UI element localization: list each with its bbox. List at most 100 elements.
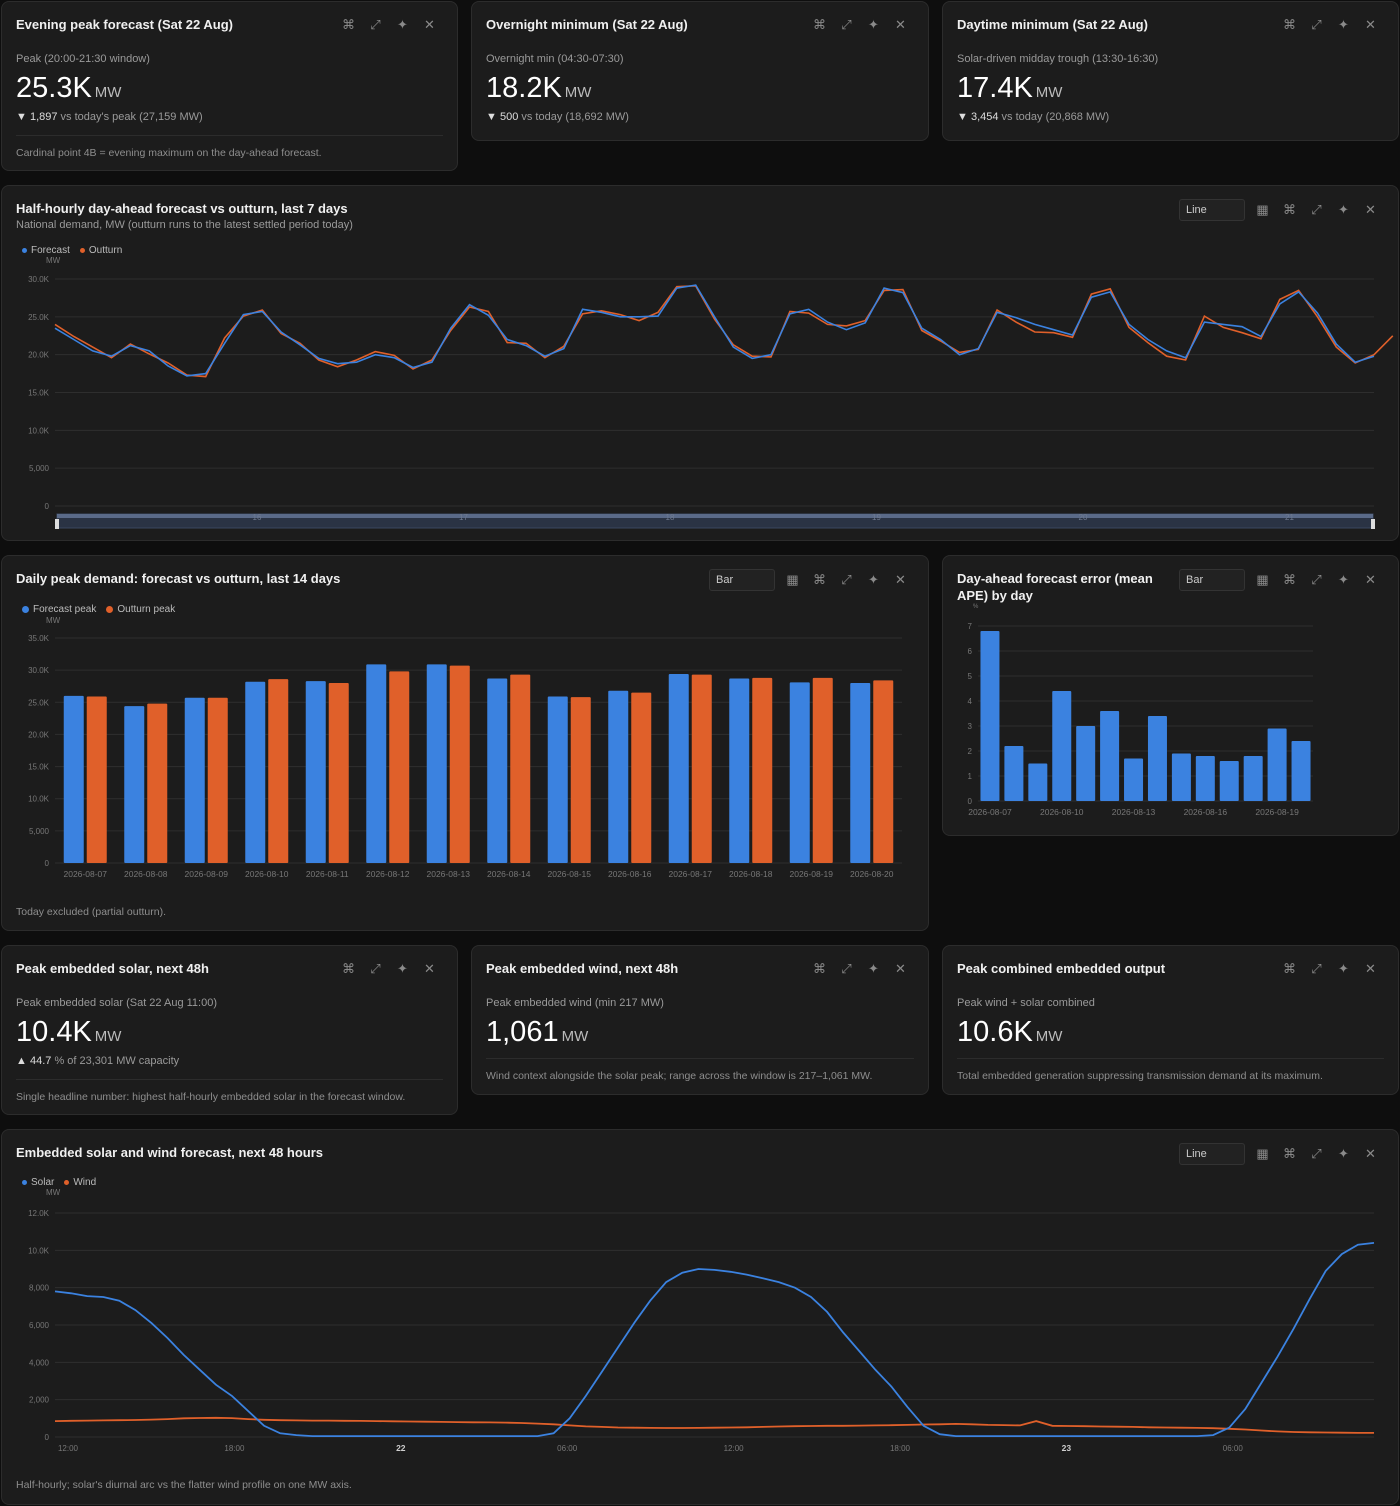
expand-icon[interactable]: ⤢ (1311, 572, 1322, 587)
bar-ape (1291, 741, 1311, 801)
chart-type-select[interactable]: Bar (709, 569, 775, 591)
shortcut-icon[interactable]: ⌘ (1283, 961, 1296, 976)
sparkle-icon[interactable]: ✦ (868, 961, 879, 976)
close-icon[interactable]: ✕ (424, 17, 435, 32)
close-icon[interactable]: ✕ (1365, 572, 1376, 587)
close-icon[interactable]: ✕ (895, 572, 906, 587)
close-icon[interactable]: ✕ (1365, 961, 1376, 976)
y-tick-label: 3 (968, 722, 973, 731)
card-title: Embedded solar and wind forecast, next 4… (16, 1145, 324, 1160)
card-toolbar: ⌘ ⤢ ✦ ✕ (335, 15, 443, 35)
kpi-unit: MW (1035, 1028, 1063, 1045)
shortcut-icon[interactable]: ⌘ (813, 961, 826, 976)
table-icon[interactable]: ▦ (1256, 572, 1269, 587)
chart-type-select[interactable]: Line (1179, 199, 1245, 221)
sparkle-icon[interactable]: ✦ (1338, 961, 1349, 976)
sparkle-icon[interactable]: ✦ (1338, 572, 1349, 587)
table-icon[interactable]: ▦ (1256, 1146, 1269, 1161)
y-tick-label: 0 (45, 859, 50, 868)
bar-outturn (449, 665, 470, 863)
bar-ape (1267, 728, 1287, 801)
x-tick-label: 06:00 (557, 1444, 578, 1453)
expand-icon[interactable]: ⤢ (1311, 1146, 1322, 1161)
legend-item-forecast-peak[interactable]: Forecast peak (22, 604, 96, 615)
card-toolbar: ⌘ ⤢ ✦ ✕ (806, 959, 914, 979)
chart-legend: Forecast Outturn (22, 245, 122, 256)
sparkle-icon[interactable]: ✦ (397, 17, 408, 32)
kpi-label: Peak (20:00-21:30 window) (16, 53, 150, 65)
series-line-solar (54, 1242, 1375, 1437)
x-tick-label: 23 (1062, 1443, 1072, 1453)
y-tick-label: 4,000 (29, 1358, 50, 1367)
table-icon[interactable]: ▦ (1256, 202, 1269, 217)
sparkle-icon[interactable]: ✦ (868, 572, 879, 587)
bar-forecast (547, 696, 568, 863)
x-tick-label: 2026-08-16 (608, 869, 652, 879)
y-tick-label: 25.0K (28, 698, 50, 707)
x-tick-label: 2026-08-15 (548, 869, 592, 879)
expand-icon[interactable]: ⤢ (841, 572, 852, 587)
bar-forecast (668, 674, 689, 863)
kpi-label: Peak embedded solar (Sat 22 Aug 11:00) (16, 997, 217, 1009)
legend-item-outturn-peak[interactable]: Outturn peak (106, 604, 175, 615)
sparkle-icon[interactable]: ✦ (1338, 1146, 1349, 1161)
legend-item-outturn[interactable]: Outturn (79, 245, 122, 256)
y-tick-label: 2,000 (29, 1396, 50, 1405)
shortcut-icon[interactable]: ⌘ (1283, 572, 1296, 587)
x-tick-label: 2026-08-19 (1255, 807, 1299, 817)
expand-icon[interactable]: ⤢ (1311, 961, 1322, 976)
expand-icon[interactable]: ⤢ (841, 17, 852, 32)
legend-label: Solar (31, 1177, 55, 1188)
y-tick-label: 20.0K (28, 730, 50, 739)
expand-icon[interactable]: ⤢ (841, 961, 852, 976)
down-arrow-icon: ▼ (16, 111, 27, 123)
shortcut-icon[interactable]: ⌘ (1283, 202, 1296, 217)
legend-item-solar[interactable]: Solar (22, 1177, 54, 1188)
bar-outturn (812, 677, 833, 863)
table-icon[interactable]: ▦ (786, 572, 799, 587)
bar-ape (1219, 761, 1239, 801)
shortcut-icon[interactable]: ⌘ (1283, 17, 1296, 32)
close-icon[interactable]: ✕ (895, 17, 906, 32)
x-tick-label: 2026-08-14 (487, 869, 531, 879)
shortcut-icon[interactable]: ⌘ (813, 572, 826, 587)
sparkle-icon[interactable]: ✦ (1338, 17, 1349, 32)
kpi-delta: ▼ 500 vs today (18,692 MW) (486, 111, 629, 123)
close-icon[interactable]: ✕ (895, 961, 906, 976)
bar-ape (980, 631, 1000, 801)
close-icon[interactable]: ✕ (1365, 202, 1376, 217)
shortcut-icon[interactable]: ⌘ (813, 17, 826, 32)
y-axis-unit: MW (46, 616, 61, 625)
chart-type-select[interactable]: Line (1179, 1143, 1245, 1165)
kpi-value: 18.2K MW (486, 72, 591, 105)
legend-item-wind[interactable]: Wind (64, 1177, 96, 1188)
delta-text: vs today's peak (27,159 MW) (60, 111, 203, 123)
divider (16, 135, 443, 136)
chart-type-select[interactable]: Bar (1179, 569, 1245, 591)
expand-icon[interactable]: ⤢ (1311, 17, 1322, 32)
close-icon[interactable]: ✕ (424, 961, 435, 976)
kpi-card-peak-wind: Peak embedded wind, next 48h ⌘ ⤢ ✦ ✕ Pea… (471, 945, 929, 1095)
shortcut-icon[interactable]: ⌘ (1283, 1146, 1296, 1161)
legend-item-forecast[interactable]: Forecast (22, 245, 70, 256)
x-tick-label: 2026-08-16 (1184, 807, 1228, 817)
halfhourly-line-chart: 0 5,000 10.0K 15.0K 20.0K 25.0K 30.0K 16 17 18 19 2… (28, 275, 1394, 529)
sparkle-icon[interactable]: ✦ (868, 17, 879, 32)
card-title: Overnight minimum (Sat 22 Aug) (486, 17, 688, 32)
shortcut-icon[interactable]: ⌘ (342, 961, 355, 976)
bar-outturn (389, 671, 410, 863)
sparkle-icon[interactable]: ✦ (1338, 202, 1349, 217)
y-tick-label: 8,000 (29, 1284, 50, 1293)
bar-outturn (691, 674, 712, 863)
expand-icon[interactable]: ⤢ (370, 17, 381, 32)
zoom-handle-right (1371, 519, 1375, 529)
shortcut-icon[interactable]: ⌘ (342, 17, 355, 32)
kpi-footnote: Single headline number: highest half-hou… (16, 1091, 406, 1103)
kpi-card-evening-peak: Evening peak forecast (Sat 22 Aug) ⌘ ⤢ ✦… (1, 1, 458, 171)
close-icon[interactable]: ✕ (1365, 17, 1376, 32)
kpi-value: 10.6K MW (957, 1016, 1062, 1049)
close-icon[interactable]: ✕ (1365, 1146, 1376, 1161)
expand-icon[interactable]: ⤢ (370, 961, 381, 976)
sparkle-icon[interactable]: ✦ (397, 961, 408, 976)
expand-icon[interactable]: ⤢ (1311, 202, 1322, 217)
